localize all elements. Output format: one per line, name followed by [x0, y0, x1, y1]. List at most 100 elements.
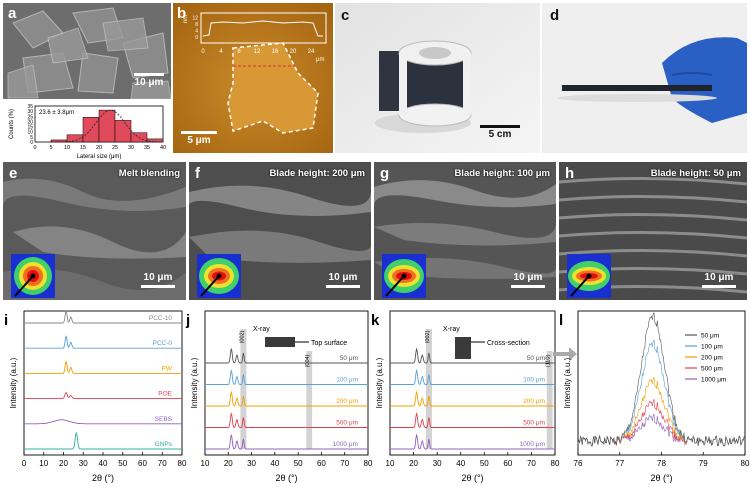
panel-a-histogram: 0 5 10 15 20 25 30 35 40 0 5 10 15 20 25 30 35 Lateral si…: [3, 100, 171, 160]
panel-label-e: e: [9, 165, 18, 182]
saxs-pattern-e: [11, 254, 55, 298]
afm-ytick: 12: [192, 16, 198, 22]
xtick-label: 70: [527, 459, 536, 468]
afm-profile-inset: [200, 12, 327, 44]
scale-bar-e: 10 μm: [138, 272, 178, 289]
legend-label: 50 μm: [701, 333, 719, 340]
scale-label-h: 10 μm: [704, 272, 734, 283]
panel-label-b: b: [177, 5, 187, 22]
series-line: [24, 419, 182, 425]
xtick-label: 60: [317, 459, 326, 468]
afm-profile-curve: [202, 20, 323, 37]
composite-sheet: [562, 85, 712, 91]
panel-label-c: c: [341, 7, 350, 24]
series-label: SEBS: [155, 416, 173, 423]
hist-ytick: 0: [30, 140, 33, 146]
xtick-label: 20: [224, 459, 233, 468]
legend-label: 500 μm: [701, 366, 723, 373]
arrow-to-l-icon: [553, 347, 577, 361]
xtick-label: 20: [409, 459, 418, 468]
series-label: GNPs: [155, 441, 173, 448]
xtick-label: 70: [340, 459, 349, 468]
chart-frame: [23, 310, 183, 456]
annot-xray: X-ray: [253, 326, 270, 333]
panel-e-sem: e Melt blending 10 μm: [3, 162, 186, 300]
y-axis-label: Intensity (a.u.): [375, 357, 384, 408]
series-label: 200 μm: [336, 398, 358, 405]
xtick-label: 20: [59, 459, 68, 468]
shaded-band-002: [240, 329, 247, 449]
series-label: 500 μm: [523, 420, 545, 427]
panel-d-photo-hand: d: [542, 3, 747, 153]
hist-fit-curve: [51, 109, 164, 143]
hist-xtick: 20: [96, 145, 102, 151]
title-e: Melt blending: [118, 168, 180, 179]
annot-surface: Cross-section: [487, 340, 530, 347]
hist-xtick: 5: [49, 145, 52, 151]
scale-bar-h: 10 μm: [699, 272, 739, 289]
panel-label-l: l: [559, 312, 563, 329]
hist-bar: [66, 134, 84, 143]
sem-flakes-texture: [3, 3, 171, 99]
legend-label: 100 μm: [701, 344, 723, 351]
afm-profile-ylabel: nm: [183, 15, 189, 23]
hist-xtick: 10: [64, 145, 70, 151]
series-line: [205, 411, 368, 428]
afm-ytick: 4: [195, 29, 198, 35]
saxs-pattern-f: [197, 254, 241, 298]
xtick-label: 60: [138, 459, 147, 468]
xtick-label: 50: [294, 459, 303, 468]
annot-002: (002): [425, 330, 431, 343]
panel-label-j: j: [185, 312, 190, 329]
panel-label-d: d: [550, 7, 560, 24]
x-axis-label: 2θ (°): [92, 473, 114, 483]
series-line: [24, 335, 182, 349]
legend-label: 200 μm: [701, 355, 723, 362]
series-label: POE: [158, 391, 172, 398]
panel-label-a: a: [8, 5, 17, 22]
series-label: 1000 μm: [333, 441, 358, 448]
panel-label-i: i: [4, 312, 8, 329]
hist-xtick: 15: [80, 145, 86, 151]
series-line: [390, 347, 555, 364]
series-label: PCC-10: [149, 315, 173, 322]
hist-ytick: 30: [27, 109, 33, 115]
series-line: [205, 390, 368, 407]
series-line: [205, 368, 368, 385]
hist-ytick: 35: [27, 104, 33, 110]
panel-g-sem: g Blade height: 100 μm 10 μm: [374, 162, 556, 300]
sample-block-icon: [265, 337, 295, 347]
afm-profile-xunit: μm: [316, 57, 324, 63]
x-axis-label: 2θ (°): [650, 473, 672, 483]
title-g: Blade height: 100 μm: [454, 168, 550, 179]
hist-bar: [114, 120, 132, 143]
series-line: [205, 433, 368, 450]
series-label: 50 μm: [527, 355, 545, 362]
xtick-label: 40: [456, 459, 465, 468]
chart-i: i 0 10 20 30 40 50 60 70 80 2θ (°) Intensity (a.u.)…: [4, 309, 187, 483]
xtick-label: 80: [364, 459, 373, 468]
afm-profile-xticks: 0 4 8 12 16 20 24: [201, 49, 315, 55]
hist-ylabel: Counts (%): [9, 109, 15, 139]
scale-bar-f: 10 μm: [323, 272, 363, 289]
panel-b-afm-image: nm 0 4 8 12 0 4 8 12 16 20 24 μm b 5 μm: [173, 3, 333, 153]
afm-xtick: 4: [219, 49, 223, 55]
afm-ytick: 0: [195, 35, 198, 41]
shaded-band-002: [425, 329, 432, 449]
scale-bar-b: 5 μm: [179, 131, 219, 146]
annot-surface: Top surface: [311, 340, 347, 347]
hist-mean-label: 23.6 ± 3.8μm: [39, 110, 74, 116]
series-label: 100 μm: [523, 377, 545, 384]
xtick-label: 80: [551, 459, 560, 468]
sample-block-icon: [455, 337, 471, 359]
scale-label-c: 5 cm: [488, 129, 512, 140]
annot-2: (004): [305, 354, 311, 367]
xtick-label: 79: [699, 459, 708, 468]
xtick-label: 30: [247, 459, 256, 468]
scale-label-b: 5 μm: [187, 135, 211, 146]
afm-ytick: 8: [195, 22, 198, 28]
scale-label-a: 10 μm: [134, 77, 164, 88]
title-f: Blade height: 200 μm: [269, 168, 365, 179]
